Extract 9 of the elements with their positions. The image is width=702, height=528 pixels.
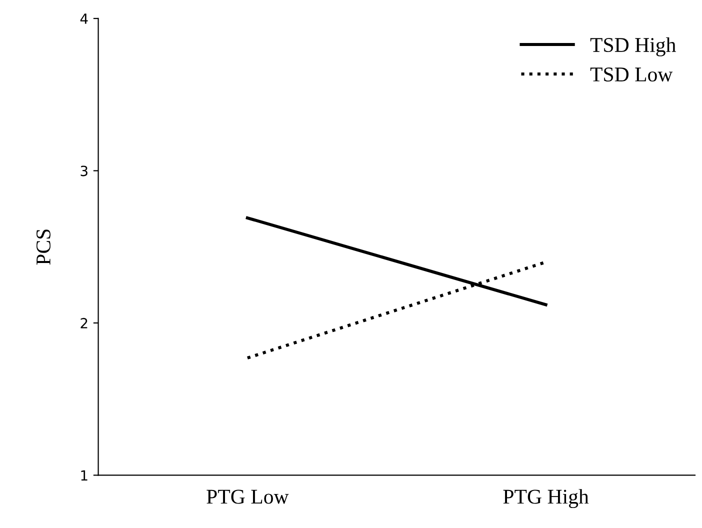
y-tick-label: 2 [80,318,88,328]
y-tick-label: 1 [81,470,88,480]
x-tick-label: PTG High [503,489,589,508]
y-tick-label: 3 [80,166,88,176]
y-axis-title: PCS [36,230,50,265]
y-tick-label: 4 [80,14,88,24]
legend-label: TSD High [590,37,676,56]
x-tick-label: PTG Low [206,490,289,504]
legend-label: TSD Low [590,68,673,82]
